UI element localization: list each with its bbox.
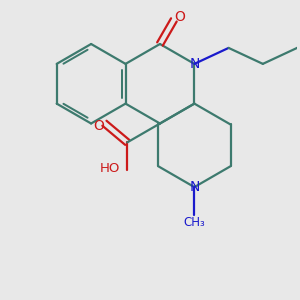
Text: N: N [189,57,200,71]
Text: N: N [189,180,200,194]
Text: HO: HO [100,162,120,175]
Text: O: O [174,10,185,24]
Text: CH₃: CH₃ [184,216,205,229]
Text: O: O [93,119,104,133]
